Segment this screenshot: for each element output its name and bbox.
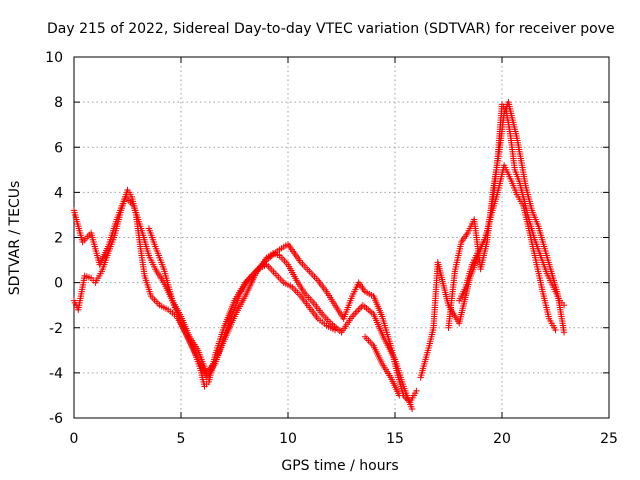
x-tick-label: 25 [600, 431, 618, 447]
data-point [356, 305, 364, 312]
y-tick-label: 10 [45, 50, 63, 66]
data-point [413, 387, 420, 395]
data-point [560, 329, 568, 336]
data-point [552, 326, 559, 334]
chart-title: Day 215 of 2022, Sidereal Day-to-day VTE… [47, 21, 615, 37]
y-tick-label: 8 [54, 95, 63, 111]
data-point [350, 311, 357, 319]
data-point [355, 306, 362, 314]
y-tick-label: -2 [49, 321, 63, 337]
x-axis-label: GPS time / hours [281, 458, 398, 474]
x-tick-label: 5 [177, 431, 186, 447]
data-point [353, 308, 360, 315]
data-point [408, 405, 416, 413]
data-point [349, 313, 356, 320]
x-tick-label: 15 [386, 431, 404, 447]
x-tick-label: 10 [279, 431, 297, 447]
y-tick-label: 2 [54, 231, 63, 247]
y-tick-label: 4 [54, 185, 63, 201]
data-marks [70, 98, 568, 413]
x-tick-label: 0 [70, 431, 79, 447]
x-axis-ticks: 0 5 10 15 20 25 [70, 57, 618, 447]
y-tick-label: 0 [54, 276, 63, 292]
data-point [352, 310, 359, 317]
data-point [396, 392, 403, 399]
y-tick-label: -6 [49, 411, 63, 427]
y-axis-label: SDTVAR / TECUs [7, 181, 23, 296]
y-axis-ticks: -6 -4 -2 0 2 4 6 8 10 [45, 50, 609, 427]
data-point [331, 326, 339, 334]
x-tick-label: 20 [493, 431, 511, 447]
y-tick-label: 6 [54, 140, 63, 156]
y-tick-label: -4 [49, 366, 63, 382]
